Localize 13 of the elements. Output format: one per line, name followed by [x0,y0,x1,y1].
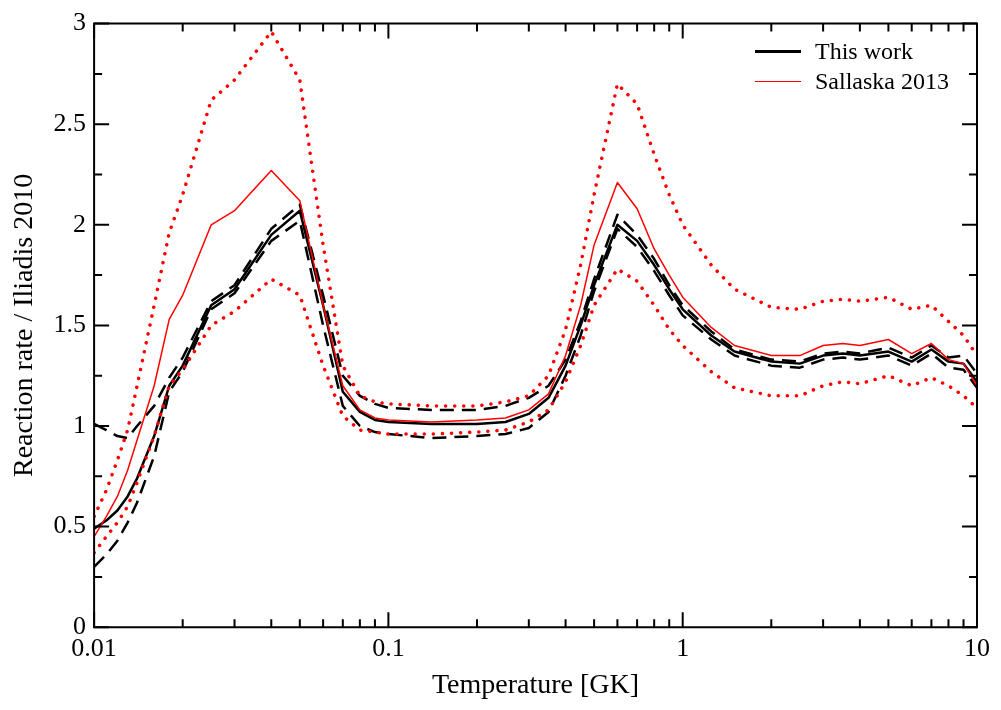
y-axis-title: Reaction rate / Iliadis 2010 [7,173,39,478]
y-tick-label: 2.5 [53,108,87,138]
x-axis-title: Temperature [GK] [431,667,640,699]
y-tick-label: 0.5 [53,510,87,540]
y-tick-label: 2 [73,208,87,238]
y-tick-label: 3 [73,7,87,37]
y-tick-label: 1.5 [53,309,87,339]
x-tick-label: 10 [964,632,990,662]
x-tick-label: 0.1 [372,632,405,662]
x-tick-label: 1 [676,632,690,662]
legend-label: This work [815,37,914,65]
legend-label: Sallaska 2013 [815,67,949,95]
y-tick-label: 1 [73,409,87,439]
